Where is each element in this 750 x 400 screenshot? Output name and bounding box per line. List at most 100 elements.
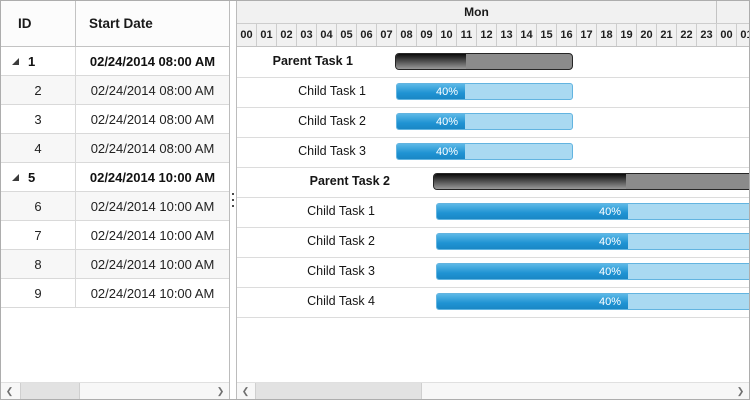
grid-row[interactable]: 7 02/24/2014 10:00 AM	[1, 221, 229, 250]
scroll-left-icon[interactable]: ❮	[237, 383, 254, 399]
row-id-value: 8	[34, 256, 42, 272]
timeline-hour-cell: 02	[277, 24, 297, 46]
chart-row-separator	[237, 227, 749, 228]
timeline-hour-cell: 19	[617, 24, 637, 46]
grid-row[interactable]: 4 02/24/2014 08:00 AM	[1, 134, 229, 163]
chart-row-separator	[237, 317, 749, 318]
grid-cell-start-date: 02/24/2014 10:00 AM	[90, 285, 215, 301]
column-header-id[interactable]: ID	[1, 1, 76, 46]
parent-task-bar[interactable]	[433, 173, 749, 190]
child-task-bar[interactable]: 40%	[396, 143, 573, 160]
timeline-hour-cell: 03	[297, 24, 317, 46]
row-id-value: 9	[34, 285, 42, 301]
child-task-bar[interactable]: 40%	[396, 83, 573, 100]
grip-dot-icon	[232, 199, 234, 201]
panel-splitter[interactable]	[229, 1, 237, 399]
chart-row-separator	[237, 137, 749, 138]
grid-cell-id: 9	[1, 279, 76, 307]
task-progress-fill	[434, 174, 626, 189]
chart-row-separator	[237, 107, 749, 108]
task-bar-label: Parent Task 1	[272, 54, 353, 68]
chart-horizontal-scrollbar[interactable]: ❮ ❯	[237, 382, 749, 399]
timeline-hour-cell: 21	[657, 24, 677, 46]
scroll-right-icon[interactable]: ❯	[212, 383, 229, 399]
scrollbar-thumb[interactable]	[20, 383, 80, 399]
grid-row[interactable]: 6 02/24/2014 10:00 AM	[1, 192, 229, 221]
task-bar-label: Child Task 1	[307, 204, 375, 218]
grid-row[interactable]: 3 02/24/2014 08:00 AM	[1, 105, 229, 134]
timeline-day-spacer	[717, 1, 749, 23]
timeline-hour-cell: 08	[397, 24, 417, 46]
timeline-hours-row: 00 01 02 03 04 05 06 07 08 09 10 11 12 13 14 15 16 17 18 19…	[237, 23, 749, 46]
grid-row[interactable]: 1 02/24/2014 08:00 AM	[1, 47, 229, 76]
child-task-bar[interactable]: 40%	[436, 293, 749, 310]
scroll-right-icon[interactable]: ❯	[732, 383, 749, 399]
chart-body: Parent Task 1 Child Task 1 40% Child Task 2…	[237, 47, 749, 382]
timeline-hour-cell: 01	[737, 24, 749, 46]
grid-horizontal-scrollbar[interactable]: ❮ ❯	[1, 382, 229, 399]
timeline-hour-cell: 22	[677, 24, 697, 46]
grid-row[interactable]: 5 02/24/2014 10:00 AM	[1, 163, 229, 192]
grid-cell-id: 4	[1, 134, 76, 162]
grid-body: 1 02/24/2014 08:00 AM 2 02/24/2014 08:00 AM…	[1, 47, 229, 382]
row-id-value: 7	[34, 227, 42, 243]
row-id-value: 6	[34, 198, 42, 214]
grid-cell-id: 8	[1, 250, 76, 278]
row-id-value: 3	[34, 111, 42, 127]
timeline-hour-cell: 16	[557, 24, 577, 46]
grid-cell-id: 5	[1, 163, 76, 191]
task-progress-fill: 40%	[397, 114, 465, 129]
timeline-hour-cell: 09	[417, 24, 437, 46]
grid-row[interactable]: 2 02/24/2014 08:00 AM	[1, 76, 229, 105]
grid-cell-start-date: 02/24/2014 10:00 AM	[90, 227, 215, 243]
parent-task-bar[interactable]	[395, 53, 573, 70]
grid-cell-id: 2	[1, 76, 76, 104]
timeline-day-row: Mon	[237, 1, 749, 23]
expander-icon[interactable]	[12, 58, 19, 65]
row-id-value: 4	[34, 140, 42, 156]
grid-cell-start-date: 02/24/2014 10:00 AM	[89, 169, 216, 185]
child-task-bar[interactable]: 40%	[436, 263, 749, 280]
timeline-hour-cell: 04	[317, 24, 337, 46]
grid-cell-id: 7	[1, 221, 76, 249]
task-grid-panel: ID Start Date 1 02/24/2014 08:00 AM 2 02/24…	[1, 1, 229, 399]
child-task-bar[interactable]: 40%	[396, 113, 573, 130]
chart-row-separator	[237, 167, 749, 168]
grid-row[interactable]: 9 02/24/2014 10:00 AM	[1, 279, 229, 308]
task-progress-fill: 40%	[437, 234, 628, 249]
column-header-start-date[interactable]: Start Date	[89, 16, 153, 31]
progress-percentage-label: 40%	[598, 295, 621, 308]
timeline-hour-cell: 01	[257, 24, 277, 46]
chart-row-separator	[237, 287, 749, 288]
expander-icon[interactable]	[12, 174, 19, 181]
task-progress-fill: 40%	[437, 204, 628, 219]
grid-cell-start-date: 02/24/2014 10:00 AM	[90, 198, 215, 214]
timeline-hour-cell: 23	[697, 24, 717, 46]
progress-percentage-label: 40%	[435, 145, 458, 158]
timeline-hour-cell: 06	[357, 24, 377, 46]
grid-cell-id: 1	[1, 47, 76, 75]
task-bar-label: Child Task 3	[298, 144, 366, 158]
grid-cell-start-date: 02/24/2014 08:00 AM	[89, 53, 216, 69]
grid-cell-id: 3	[1, 105, 76, 133]
timeline-hour-cell: 17	[577, 24, 597, 46]
child-task-bar[interactable]: 40%	[436, 233, 749, 250]
scrollbar-thumb[interactable]	[255, 383, 422, 399]
task-bar-label: Child Task 2	[307, 234, 375, 248]
grid-header: ID Start Date	[1, 1, 229, 47]
timeline-hour-cell: 13	[497, 24, 517, 46]
task-progress-fill: 40%	[437, 294, 628, 309]
task-bar-label: Child Task 2	[298, 114, 366, 128]
scroll-left-icon[interactable]: ❮	[1, 383, 18, 399]
timeline-hour-cell: 10	[437, 24, 457, 46]
timeline-hour-cell: 14	[517, 24, 537, 46]
chart-row-separator	[237, 77, 749, 78]
task-progress-fill: 40%	[437, 264, 628, 279]
grid-cell-start-date: 02/24/2014 10:00 AM	[90, 256, 215, 272]
task-progress-fill: 40%	[397, 84, 465, 99]
task-bar-label: Child Task 1	[298, 84, 366, 98]
child-task-bar[interactable]: 40%	[436, 203, 749, 220]
row-id-value: 1	[28, 53, 36, 69]
grid-row[interactable]: 8 02/24/2014 10:00 AM	[1, 250, 229, 279]
